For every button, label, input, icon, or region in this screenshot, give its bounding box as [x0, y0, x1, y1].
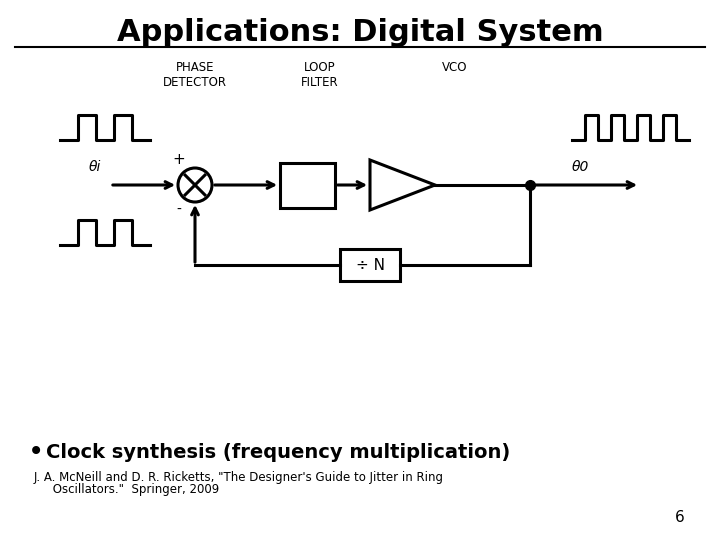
Text: 6: 6: [675, 510, 685, 525]
Text: •: •: [28, 438, 44, 466]
Bar: [340, 249, 400, 281]
Text: J. A. McNeill and D. R. Ricketts, "The Designer's Guide to Jitter in Ring: J. A. McNeill and D. R. Ricketts, "The D…: [34, 471, 444, 484]
Text: Oscillators."  Springer, 2009: Oscillators." Springer, 2009: [34, 483, 220, 496]
Text: VCO: VCO: [442, 61, 468, 74]
Bar: [280, 163, 335, 207]
Text: θi: θi: [89, 160, 102, 174]
Text: Applications: Digital System: Applications: Digital System: [117, 18, 603, 47]
Text: PHASE
DETECTOR: PHASE DETECTOR: [163, 61, 227, 89]
Text: Clock synthesis (frequency multiplication): Clock synthesis (frequency multiplicatio…: [46, 442, 510, 462]
Text: LOOP
FILTER: LOOP FILTER: [301, 61, 339, 89]
Text: ÷ N: ÷ N: [356, 258, 384, 273]
Text: -: -: [176, 203, 181, 217]
Text: θ0: θ0: [572, 160, 590, 174]
Text: +: +: [173, 152, 185, 167]
